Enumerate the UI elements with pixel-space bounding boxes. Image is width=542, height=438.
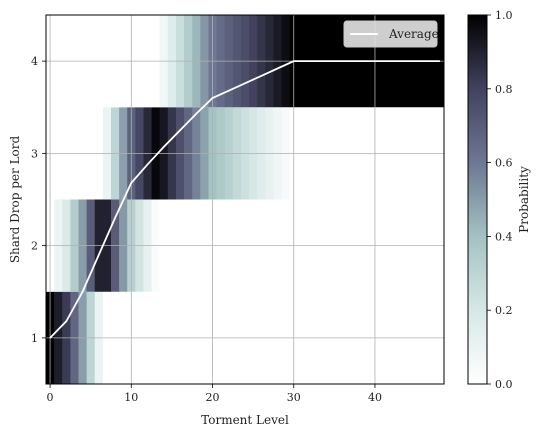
- legend-box: [343, 20, 438, 48]
- average-line-layer: [49, 60, 440, 339]
- legend: Average: [343, 20, 439, 48]
- x-tick-label: 10: [124, 391, 138, 404]
- y-tick-label: 2: [31, 240, 38, 253]
- colorbar-label: Probability: [517, 166, 531, 233]
- colorbar-tick-label: 0.6: [495, 157, 513, 170]
- axis-ticks: 0 10 20 30 40 1 2 3 4: [31, 55, 382, 404]
- colorbar-tick-label: 0.4: [495, 230, 513, 243]
- colorbar: 0.0 0.2 0.4 0.6 0.8 1.0 Probability: [467, 9, 531, 391]
- heatmap-cells: [46, 15, 444, 384]
- colorbar-tick-label: 0.0: [495, 378, 513, 391]
- y-tick-label: 3: [31, 147, 38, 160]
- x-tick-label: 40: [368, 391, 382, 404]
- average-line: [49, 60, 440, 339]
- x-tick-label: 0: [47, 391, 54, 404]
- plot-frame: [45, 14, 445, 385]
- grid-lines: [46, 15, 444, 384]
- legend-average-label: Average: [388, 27, 439, 41]
- x-axis-label: Torment Level: [201, 413, 289, 427]
- colorbar-tick-label: 0.2: [495, 304, 513, 317]
- colorbar-tick-label: 0.8: [495, 83, 513, 96]
- x-tick-label: 30: [287, 391, 301, 404]
- colorbar-gradient: [467, 14, 488, 385]
- y-axis-label: Shard Drop per Lord: [8, 136, 22, 264]
- y-tick-label: 4: [31, 55, 38, 68]
- x-tick-label: 20: [206, 391, 220, 404]
- colorbar-ticks: 0.0 0.2 0.4 0.6 0.8 1.0: [487, 9, 513, 391]
- y-tick-label: 1: [31, 332, 38, 345]
- colorbar-tick-label: 1.0: [495, 9, 513, 22]
